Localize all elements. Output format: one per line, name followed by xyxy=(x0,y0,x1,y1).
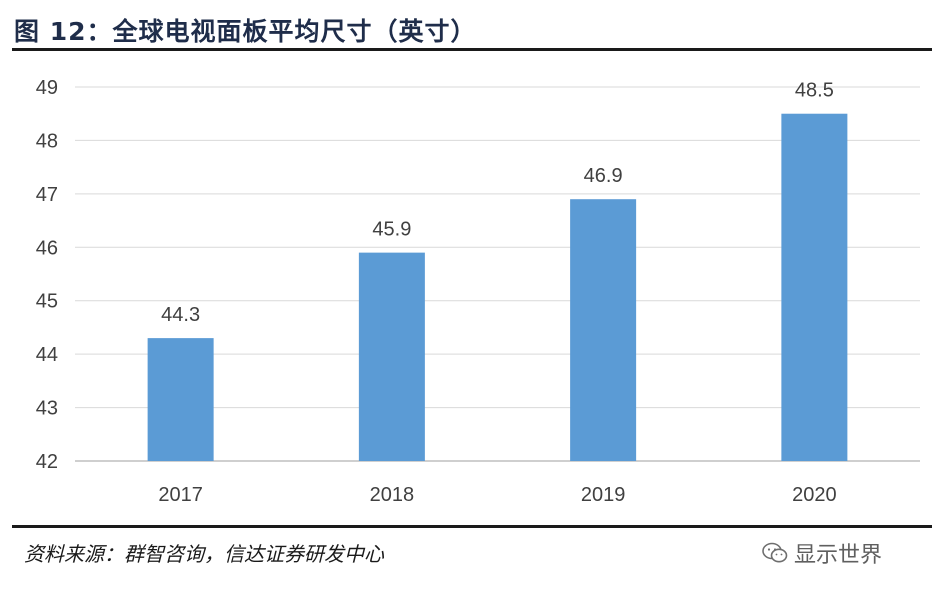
y-tick-label: 42 xyxy=(36,451,58,473)
y-tick-label: 47 xyxy=(36,184,58,206)
data-label: 48.5 xyxy=(795,80,834,102)
bar-2017 xyxy=(147,338,214,461)
wechat-icon xyxy=(762,542,788,563)
source-rule xyxy=(12,525,932,528)
x-tick-label: 2018 xyxy=(370,484,415,506)
data-label: 46.9 xyxy=(584,165,623,187)
y-tick-label: 43 xyxy=(36,398,58,420)
watermark-text: 显示世界 xyxy=(794,543,883,568)
source-note: 资料来源：群智咨询，信达证券研发中心 xyxy=(24,542,384,566)
bar-2018 xyxy=(358,252,425,461)
y-tick-label: 46 xyxy=(36,237,58,259)
watermark: 显示世界 xyxy=(762,537,882,569)
grid-lines xyxy=(75,86,920,462)
bars xyxy=(147,113,848,461)
data-labels: 44.3 45.9 46.9 48.5 xyxy=(161,80,834,326)
x-tick-label: 2019 xyxy=(581,484,626,506)
bar-2019 xyxy=(570,199,637,461)
y-tick-label: 44 xyxy=(36,344,58,366)
data-label: 44.3 xyxy=(161,304,200,326)
title-rule xyxy=(12,48,932,51)
y-tick-label: 45 xyxy=(36,291,58,313)
bar-2020 xyxy=(781,113,848,461)
x-tick-label: 2020 xyxy=(792,484,837,506)
figure-title: 图 12：全球电视面板平均尺寸（英寸） xyxy=(14,17,477,46)
x-axis-ticks: 2017 2018 2019 2020 xyxy=(158,484,836,506)
x-tick-label: 2017 xyxy=(158,484,203,506)
y-tick-label: 49 xyxy=(36,77,58,99)
y-axis-ticks: 42 43 44 45 46 47 48 49 xyxy=(36,77,58,473)
data-label: 45.9 xyxy=(372,219,411,241)
y-tick-label: 48 xyxy=(36,130,58,152)
